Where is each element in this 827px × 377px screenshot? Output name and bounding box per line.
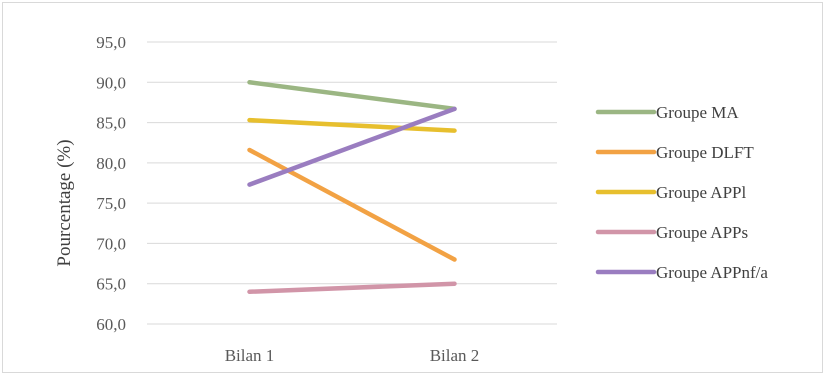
y-axis-title: Pourcentage (%)	[54, 139, 75, 266]
y-tick-label: 80,0	[96, 154, 126, 173]
x-tick-labels: Bilan 1 Bilan 2	[225, 346, 480, 365]
legend-label: Groupe APPnf/a	[656, 263, 768, 282]
legend-item: Groupe APPs	[595, 223, 748, 242]
y-tick-label: 60,0	[96, 315, 126, 334]
series-lines	[247, 80, 457, 295]
legend-item: Groupe DLFT	[595, 143, 754, 162]
y-tick-label: 90,0	[96, 73, 126, 92]
series-line-groupe-apps	[247, 281, 457, 295]
y-tick-label: 65,0	[96, 275, 126, 294]
legend-label: Groupe APPl	[656, 183, 746, 202]
gridlines	[147, 41, 557, 325]
legend: Groupe MA Groupe DLFT Groupe APPl Groupe AP…	[595, 103, 768, 282]
y-tick-label: 95,0	[96, 33, 126, 52]
y-tick-label: 75,0	[96, 194, 126, 213]
y-tick-label: 70,0	[96, 234, 126, 253]
legend-label: Groupe APPs	[656, 223, 748, 242]
legend-item: Groupe MA	[595, 103, 739, 122]
legend-label: Groupe MA	[656, 103, 739, 122]
series-line-groupe-appnf-a	[247, 106, 457, 187]
legend-item: Groupe APPl	[595, 183, 746, 202]
series-line-groupe-dlft	[247, 147, 457, 262]
x-tick-label: Bilan 1	[225, 346, 275, 365]
legend-label: Groupe DLFT	[656, 143, 754, 162]
series-line-groupe-ma	[247, 80, 457, 112]
y-tick-label: 85,0	[96, 114, 126, 133]
y-tick-labels: 60,0 65,0 70,0 75,0 80,0 85,0 90,0 95,0	[96, 33, 126, 334]
legend-item: Groupe APPnf/a	[595, 263, 768, 282]
x-tick-label: Bilan 2	[430, 346, 480, 365]
series-line-groupe-appl	[247, 117, 457, 133]
chart-frame	[2, 2, 823, 373]
